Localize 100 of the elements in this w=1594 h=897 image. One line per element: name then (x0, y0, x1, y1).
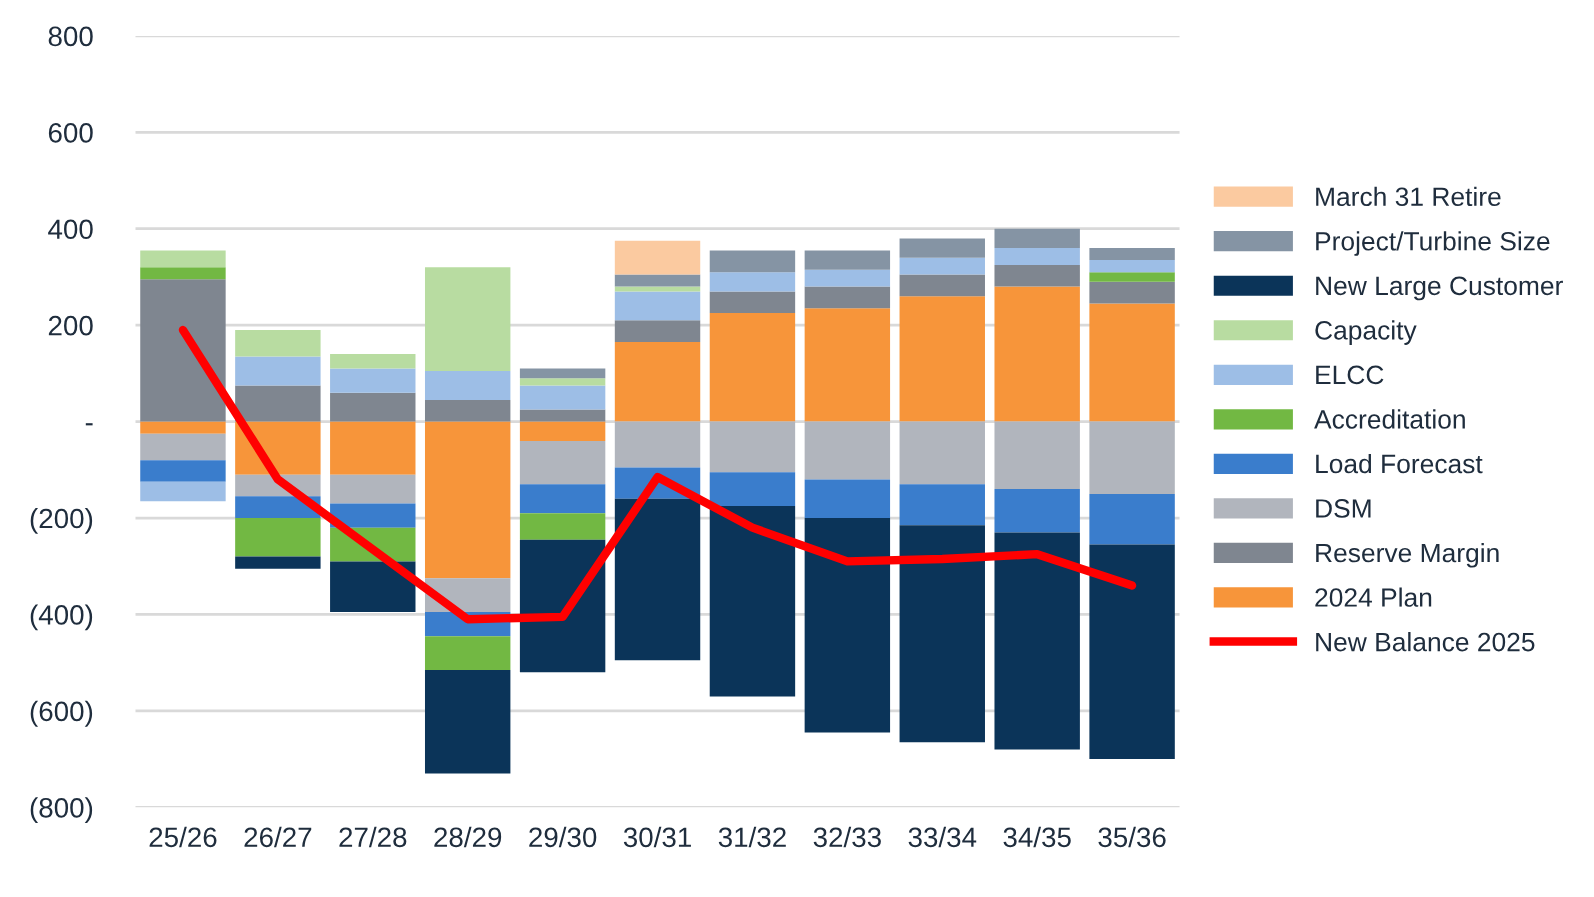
bar (140, 460, 226, 482)
y-tick-label: 400 (48, 219, 93, 240)
bar (709, 291, 796, 314)
legend-label: New Large Customer (1316, 276, 1563, 301)
bar (804, 518, 891, 733)
bar (519, 513, 606, 540)
bar (140, 279, 226, 422)
legend-label: New Balance 2025 (1316, 632, 1535, 652)
bar (235, 385, 321, 422)
legend-label: ELCC (1316, 365, 1384, 385)
bar (614, 240, 701, 275)
bar (424, 669, 511, 774)
bar (424, 399, 511, 422)
bar (1089, 272, 1175, 282)
bar (330, 354, 416, 369)
bar (519, 539, 606, 673)
y-tick-label: 600 (48, 122, 93, 143)
bar (519, 385, 606, 410)
bar (804, 269, 891, 287)
y-tick-label: (200) (30, 507, 93, 534)
bar (424, 267, 511, 371)
bar (1089, 493, 1175, 545)
y-tick-label: 800 (48, 26, 93, 47)
bar (614, 498, 701, 661)
bar (614, 291, 701, 321)
bar (424, 370, 511, 400)
bar (140, 267, 226, 280)
bar (1089, 421, 1175, 494)
x-tick-label: 35/36 (1098, 826, 1166, 848)
bar (519, 484, 606, 514)
y-tick-label: - (85, 423, 93, 426)
bar (994, 489, 1080, 533)
bar (709, 472, 796, 506)
bar (614, 320, 701, 343)
bar (709, 505, 796, 697)
bar (330, 474, 416, 504)
bar (709, 421, 796, 473)
bar (1089, 281, 1175, 304)
legend-label: Capacity (1315, 320, 1417, 345)
bar (804, 286, 891, 309)
bar (1089, 248, 1175, 261)
legend-label: DSM (1316, 499, 1371, 518)
bar (899, 257, 985, 275)
bar (1089, 303, 1175, 422)
bar (1089, 260, 1175, 273)
bar (519, 440, 606, 485)
bar (709, 313, 796, 422)
bar (519, 421, 606, 441)
bar (899, 484, 985, 526)
y-tick-label: (800) (30, 797, 93, 824)
legend-label: Reserve Margin (1316, 542, 1499, 568)
y-tick-label: 200 (48, 315, 93, 336)
bar (994, 286, 1080, 422)
legend-label: March 31 Retire (1316, 186, 1501, 207)
bar (994, 421, 1080, 490)
bar (1089, 544, 1175, 760)
x-tick-label: 31/32 (718, 826, 786, 848)
bar (235, 556, 321, 569)
bar (994, 228, 1080, 249)
x-tick-label: 27/28 (339, 826, 407, 848)
bar (614, 342, 701, 422)
bar (994, 264, 1080, 287)
legend-label: 2024 Plan (1315, 587, 1432, 607)
bar (140, 250, 226, 268)
bar (899, 238, 985, 258)
bar (804, 479, 891, 519)
bar (804, 308, 891, 422)
bar (899, 296, 985, 422)
bar (614, 421, 701, 468)
bar (994, 248, 1080, 265)
x-tick-label: 25/26 (149, 826, 217, 848)
x-tick-label: 30/31 (623, 826, 691, 848)
bar (330, 392, 416, 422)
bar (235, 518, 321, 557)
bar (140, 481, 226, 502)
bar (330, 368, 416, 393)
y-tick-label: (600) (30, 700, 93, 727)
legend-label: Project/Turbine Size (1316, 231, 1550, 256)
bar (709, 250, 796, 273)
legend-label: Accreditation (1314, 409, 1465, 429)
bar (709, 272, 796, 292)
x-tick-label: 26/27 (244, 826, 312, 848)
bar (899, 525, 985, 743)
bar (235, 356, 321, 386)
bar (330, 561, 416, 613)
bar (899, 274, 985, 297)
bar (140, 433, 226, 461)
bar (804, 421, 891, 480)
bar (994, 532, 1080, 750)
legend-label: Load Forecast (1316, 453, 1483, 474)
bar (519, 409, 606, 422)
bar (424, 421, 511, 579)
y-tick-label: (400) (30, 604, 93, 631)
bar (235, 329, 321, 357)
bar (804, 250, 891, 270)
x-tick-label: 29/30 (529, 826, 597, 848)
x-tick-label: 28/29 (434, 826, 502, 848)
x-tick-label: 33/34 (908, 826, 977, 848)
bar (519, 368, 606, 379)
x-tick-label: 34/35 (1003, 826, 1071, 848)
